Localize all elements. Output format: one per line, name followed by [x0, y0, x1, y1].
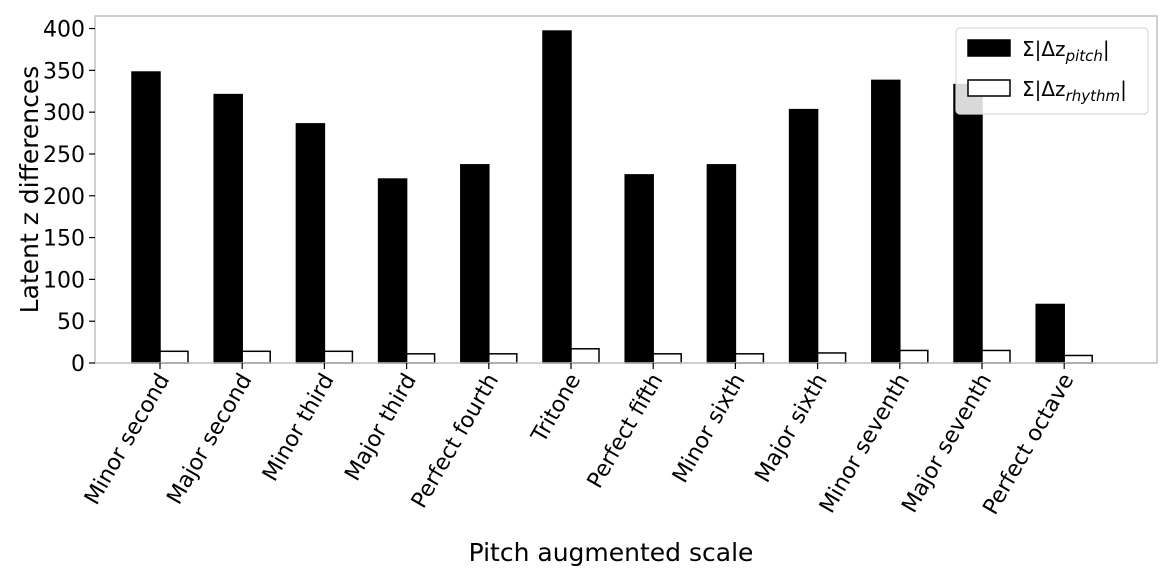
y-tick-label-1: 50	[57, 310, 85, 335]
bar-series2-11	[1063, 354, 1093, 364]
x-tick-label-11: Perfect octave	[979, 370, 1080, 520]
legend-label-1: Σ|Δzpitch|	[1022, 37, 1110, 65]
legend-label-subscript: pitch	[1065, 47, 1103, 65]
bar-series2-9	[899, 349, 929, 364]
y-axis: 0 50 100 150 200 250 300 350 400	[43, 18, 95, 377]
x-tick-label-2: Minor third	[258, 370, 340, 486]
bar-series2-3	[405, 353, 436, 364]
bar-series1-6	[624, 174, 654, 364]
bar-series1-9	[871, 79, 901, 364]
bar-series1-5	[542, 30, 572, 364]
legend-swatch-1	[967, 39, 1011, 57]
bar-series1-11	[1035, 303, 1065, 364]
x-tick-label-6: Perfect fifth	[583, 370, 669, 493]
x-tick-label-3: Major third	[340, 369, 421, 485]
x-tick-label-1: Major second	[162, 370, 257, 509]
bar-series1-3	[377, 178, 408, 364]
legend-label-subscript: rhythm	[1066, 87, 1121, 105]
bars-group	[131, 30, 1093, 364]
bar-series2-8	[816, 352, 847, 364]
y-tick-label-6: 300	[43, 101, 85, 126]
y-tick-label-7: 350	[43, 59, 85, 84]
bar-series1-4	[460, 164, 490, 364]
bar-series1-10	[953, 83, 983, 364]
legend-label-prefix: Σ|Δz	[1022, 77, 1066, 101]
bar-series1-7	[706, 164, 737, 364]
bar-series1-2	[295, 123, 326, 364]
bar-series2-10	[981, 349, 1011, 364]
legend-label-prefix: Σ|Δz	[1022, 37, 1066, 61]
bar-series1-1	[213, 93, 243, 364]
x-axis-label: Pitch augmented scale	[469, 538, 754, 567]
y-tick-label-3: 150	[43, 227, 85, 252]
bar-series2-7	[734, 353, 765, 364]
y-tick-label-8: 400	[43, 18, 85, 43]
legend-label-2: Σ|Δzrhythm|	[1022, 77, 1127, 105]
bar-series2-2	[323, 350, 354, 364]
legend-swatch-2	[967, 79, 1011, 97]
legend-label-suffix: |	[1103, 37, 1110, 61]
x-tick-label-0: Minor second	[80, 370, 175, 510]
y-tick-label-5: 250	[43, 143, 85, 168]
bar-series2-1	[241, 350, 271, 364]
legend: Σ|Δzpitch|Σ|Δzrhythm|	[955, 27, 1149, 115]
y-tick-label-0: 0	[71, 352, 85, 377]
bar-series1-0	[131, 71, 161, 364]
y-tick-label-4: 200	[43, 185, 85, 210]
x-tick-label-7: Minor sixth	[668, 370, 751, 488]
x-tick-label-4: Perfect fourth	[407, 370, 504, 513]
y-tick-label-2: 100	[43, 268, 85, 293]
x-tick-label-10: Major seventh	[897, 370, 997, 518]
bar-series1-8	[788, 108, 819, 364]
plot-area-frame	[94, 15, 1158, 364]
bar-series2-5	[570, 348, 600, 364]
x-tick-label-8: Major sixth	[751, 370, 833, 488]
legend-label-suffix: |	[1120, 77, 1127, 101]
bar-series2-6	[652, 353, 682, 364]
y-axis-label: Latent z differences	[15, 66, 44, 314]
x-tick-label-5: Tritone	[527, 370, 587, 448]
bar-series2-0	[159, 350, 189, 364]
bar-series2-4	[488, 353, 518, 364]
x-tick-label-9: Minor seventh	[815, 370, 915, 518]
